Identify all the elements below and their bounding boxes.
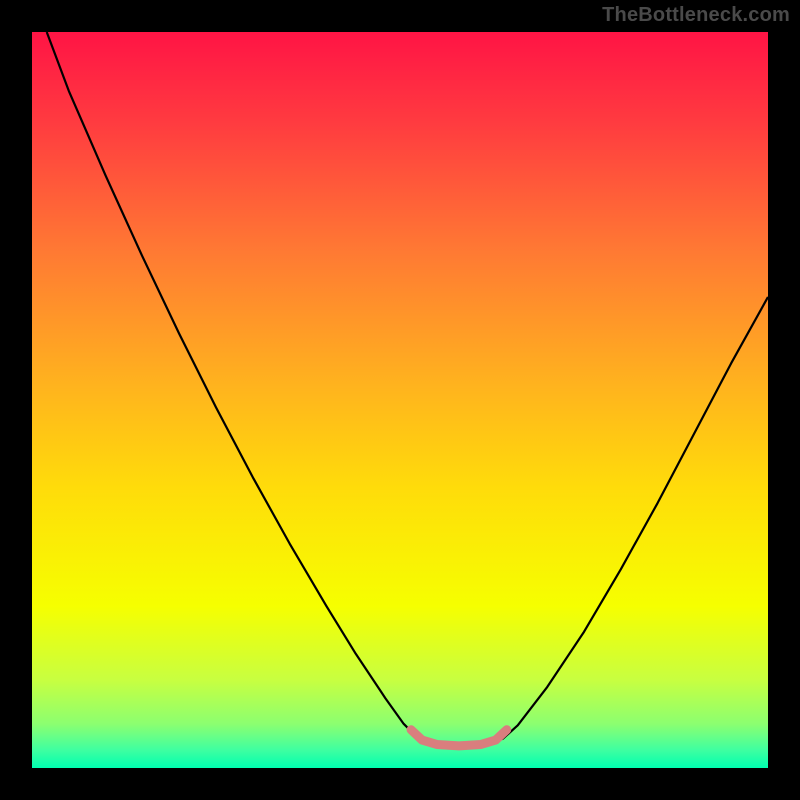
v-curve-chart <box>32 32 768 768</box>
chart-container: TheBottleneck.com <box>0 0 800 800</box>
watermark-text: TheBottleneck.com <box>602 4 790 27</box>
chart-background <box>32 32 768 768</box>
chart-svg <box>32 32 768 768</box>
